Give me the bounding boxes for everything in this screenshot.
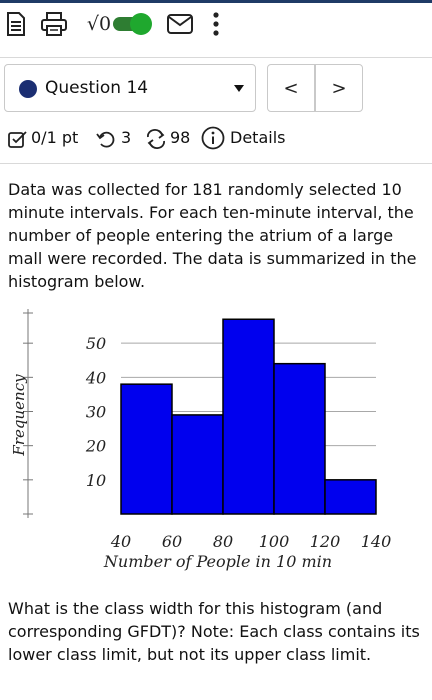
question-intro-text: Data was collected for 181 randomly sele… xyxy=(8,180,417,291)
x-axis-title: Number of People in 10 min xyxy=(103,552,332,571)
x-tick-label-0: 40 xyxy=(110,532,131,551)
sqrt-icon[interactable]: √0 xyxy=(84,10,114,38)
submissions-count: 98 xyxy=(170,128,191,147)
question-selector-bar: Question 14 < > xyxy=(4,64,363,112)
toggle-knob[interactable] xyxy=(130,13,152,35)
y-tick-label-2: 30 xyxy=(86,403,106,422)
more-vertical-icon[interactable] xyxy=(208,10,224,38)
x-tick-label-2: 80 xyxy=(213,532,233,551)
chevron-left-icon: < xyxy=(283,77,299,99)
y-tick-label-0: 10 xyxy=(86,471,106,490)
top-accent-line xyxy=(0,0,432,3)
histogram-chart: 10 20 30 40 50 40 60 80 100 120 140 Number of Peopl… xyxy=(10,309,392,571)
question-status-dot xyxy=(19,80,37,98)
question-prompt-text: What is the class width for this histogr… xyxy=(8,599,420,664)
score-text: 0/1 pt xyxy=(31,128,79,147)
question-meta: 0/1 pt 3 98 Details xyxy=(8,126,428,152)
toolbar: √0 xyxy=(0,4,432,44)
question-dropdown[interactable]: Question 14 xyxy=(4,64,256,112)
toolbar-divider xyxy=(0,57,432,58)
x-tick-label-3: 100 xyxy=(259,532,290,551)
y-tick-label-3: 40 xyxy=(85,368,106,387)
histogram-bar-3 xyxy=(273,362,326,515)
histogram-bar-1 xyxy=(171,414,224,515)
print-icon[interactable] xyxy=(40,10,68,38)
histogram-bar-2 xyxy=(222,318,275,515)
meta-divider xyxy=(0,163,432,164)
question-label: Question 14 xyxy=(45,78,149,98)
histogram-bar-4 xyxy=(324,479,377,515)
y-tick-label-1: 20 xyxy=(85,437,106,456)
document-icon[interactable] xyxy=(4,10,28,38)
retry-icon xyxy=(96,131,115,148)
checkbox-edit-icon xyxy=(8,131,27,148)
mail-icon[interactable] xyxy=(165,10,195,38)
y-tick-label-4: 50 xyxy=(86,334,106,353)
submissions-icon xyxy=(147,129,165,149)
x-tick-label-1: 60 xyxy=(162,532,182,551)
attempts-count: 3 xyxy=(121,128,132,147)
histogram-bar-0 xyxy=(120,383,173,515)
chevron-right-icon: > xyxy=(331,77,347,99)
x-tick-label-4: 120 xyxy=(310,532,341,551)
caret-down-icon xyxy=(234,85,244,92)
x-tick-label-5: 140 xyxy=(361,532,392,551)
details-link[interactable]: Details xyxy=(230,128,286,147)
info-icon[interactable] xyxy=(201,126,225,150)
previous-question-button[interactable]: < xyxy=(267,64,315,112)
y-axis-title: Frequency xyxy=(10,374,28,457)
sqrt-label: √0 xyxy=(86,13,112,35)
next-question-button[interactable]: > xyxy=(315,64,363,112)
